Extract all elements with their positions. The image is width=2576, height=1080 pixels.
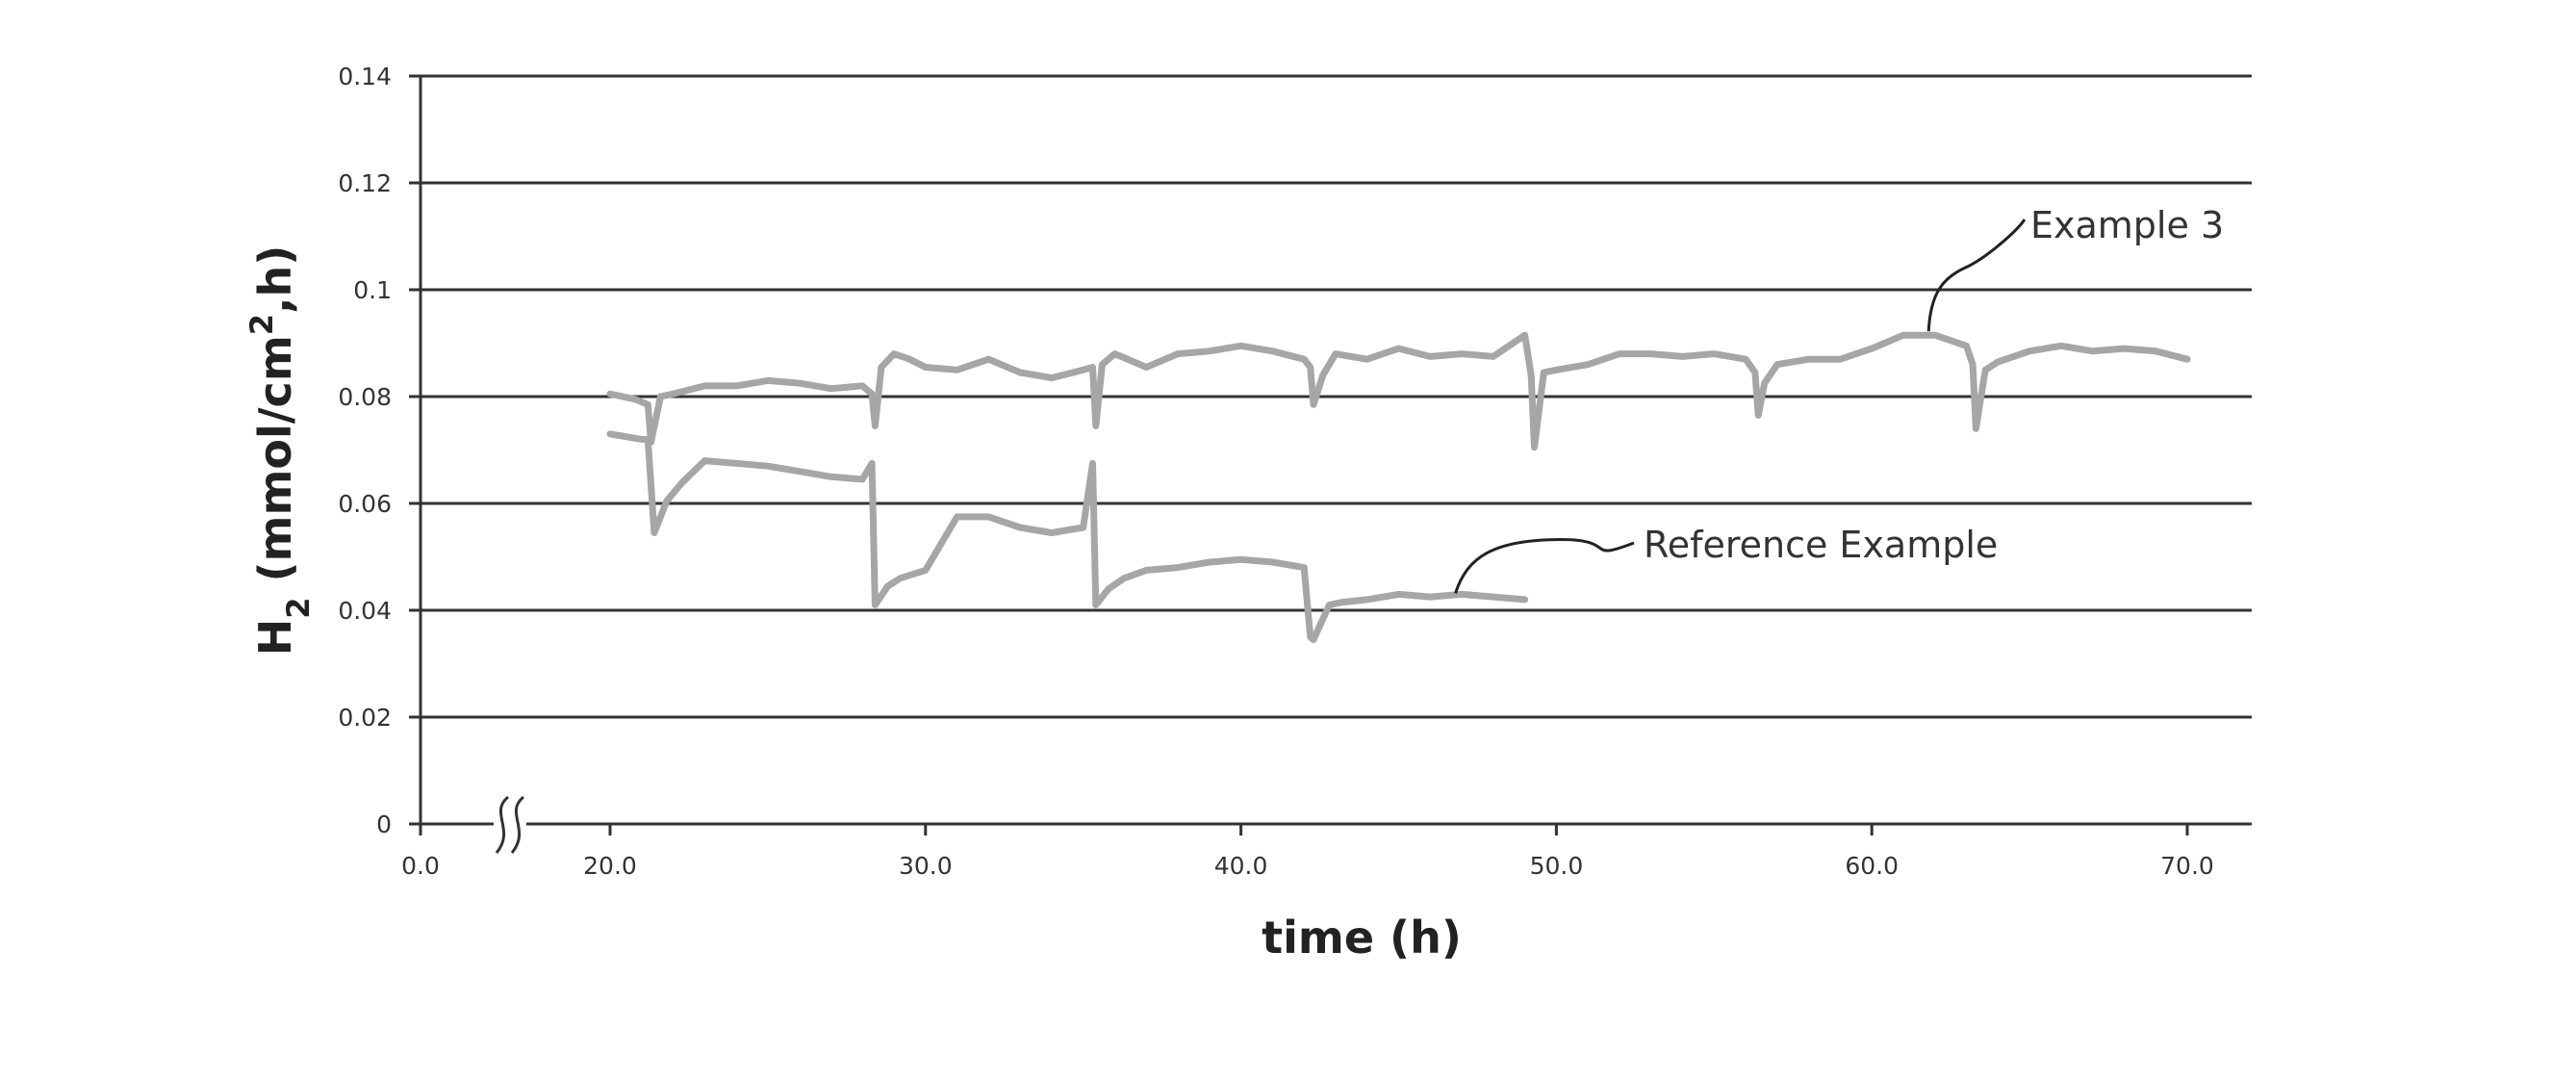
x-tick-label-4: 50.0: [1530, 852, 1584, 880]
y-axis-title-units: (mmol/cm: [249, 335, 301, 597]
annotations: Example 3 Reference Example: [1456, 204, 2225, 593]
y-tick-label-4: 0.08: [338, 383, 392, 411]
annotation-1: Reference Example: [1456, 524, 1999, 593]
x-tick-label-1: 20.0: [583, 852, 637, 880]
x-axis-title: time (h): [1262, 912, 1462, 964]
x-axis-break-mark: [494, 797, 526, 853]
series-line-1: [610, 434, 1525, 640]
y-axis-title: H2 (mmol/cm2,h): [243, 245, 317, 656]
x-tick-label-5: 60.0: [1845, 852, 1899, 880]
series-reference-example: [610, 434, 1525, 640]
series-example-3: [610, 335, 2187, 448]
y-tick-label-7: 0.14: [338, 63, 392, 90]
y-axis-title-units-end: ,h): [249, 245, 301, 314]
annotation-0: Example 3: [1928, 204, 2224, 331]
y-axis-title-superscript: 2: [243, 314, 280, 335]
y-axis-title-main: H: [249, 619, 301, 656]
y-tick-label-6: 0.12: [338, 169, 392, 197]
x-tick-label-6: 70.0: [2160, 852, 2214, 880]
x-tick-label-3: 40.0: [1214, 852, 1268, 880]
y-tick-label-2: 0.04: [338, 597, 392, 625]
series-line-0: [610, 335, 2187, 448]
x-tick-label-0: 0.0: [401, 852, 440, 880]
annotation-leader-1: [1456, 539, 1634, 593]
annotation-label-1: Reference Example: [1644, 524, 1998, 566]
annotation-label-0: Example 3: [2030, 204, 2224, 246]
y-tick-label-5: 0.1: [353, 276, 392, 304]
y-tick-label-1: 0.02: [338, 704, 392, 732]
tick-labels: 0 0.02 0.04 0.06 0.08 0.1 0.12 0.14 0.0 20.0 30.0 4…: [338, 63, 2214, 880]
y-tick-label-3: 0.06: [338, 490, 392, 518]
annotation-leader-0: [1928, 219, 2025, 331]
x-axis-break-gap: [494, 818, 526, 830]
y-axis-title-subscript: 2: [280, 598, 317, 619]
y-tick-label-0: 0: [376, 810, 392, 838]
series-lines: [610, 335, 2187, 639]
x-tick-label-2: 30.0: [899, 852, 953, 880]
axes: [409, 76, 2252, 853]
